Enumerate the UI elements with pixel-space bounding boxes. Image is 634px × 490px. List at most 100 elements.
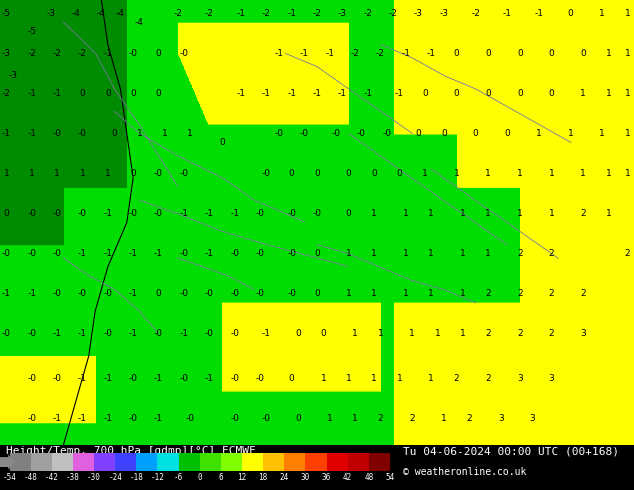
Text: -0: -0 [53, 129, 61, 138]
FancyArrow shape [0, 454, 15, 470]
Text: 1: 1 [624, 49, 631, 58]
Text: -1: -1 [53, 89, 61, 98]
Text: -1: -1 [300, 49, 309, 58]
Text: 1: 1 [396, 374, 403, 383]
Text: 6: 6 [219, 473, 223, 482]
Text: -0: -0 [287, 289, 296, 298]
Text: 2: 2 [378, 414, 383, 423]
Text: 1: 1 [187, 129, 193, 138]
Text: 3: 3 [548, 374, 555, 383]
Text: -0: -0 [103, 329, 112, 338]
Text: 1: 1 [460, 249, 466, 258]
Text: 0: 0 [415, 129, 422, 138]
Text: -1: -1 [103, 414, 112, 423]
Text: -48: -48 [23, 473, 37, 482]
Text: -1: -1 [78, 414, 87, 423]
Text: -4: -4 [135, 18, 144, 27]
Text: -1: -1 [103, 49, 112, 58]
Text: 1: 1 [624, 169, 631, 178]
Text: -0: -0 [53, 249, 61, 258]
Text: -0: -0 [357, 129, 366, 138]
Text: 1: 1 [403, 249, 409, 258]
Text: 1: 1 [346, 289, 352, 298]
Text: -1: -1 [427, 49, 436, 58]
Text: 2: 2 [581, 289, 586, 298]
Text: 1: 1 [517, 169, 523, 178]
Text: -1: -1 [103, 209, 112, 218]
Text: -3: -3 [439, 9, 448, 18]
Text: 1: 1 [548, 169, 555, 178]
Text: 1: 1 [422, 169, 428, 178]
Text: 1: 1 [580, 169, 586, 178]
Text: -3: -3 [46, 9, 55, 18]
Text: 1: 1 [460, 209, 466, 218]
Text: 2: 2 [625, 249, 630, 258]
Text: -1: -1 [205, 249, 214, 258]
Text: -5: -5 [27, 26, 36, 36]
Text: 3: 3 [498, 414, 504, 423]
Text: 0: 0 [314, 169, 320, 178]
Text: -0: -0 [382, 129, 391, 138]
Text: -6: -6 [174, 473, 183, 482]
Text: 1: 1 [434, 329, 441, 338]
Text: 2: 2 [486, 329, 491, 338]
Text: 2: 2 [517, 249, 522, 258]
Text: -0: -0 [129, 414, 138, 423]
Text: 2: 2 [549, 249, 554, 258]
Text: -1: -1 [230, 209, 239, 218]
Text: -0: -0 [186, 414, 195, 423]
Text: 0: 0 [548, 49, 555, 58]
Text: 0: 0 [517, 49, 523, 58]
Text: 1: 1 [536, 129, 542, 138]
Text: -5: -5 [2, 9, 11, 18]
Text: -0: -0 [179, 289, 188, 298]
Text: -1: -1 [236, 89, 245, 98]
Text: -1: -1 [236, 9, 245, 18]
Text: 1: 1 [79, 169, 86, 178]
Text: 3: 3 [580, 329, 586, 338]
Text: -0: -0 [2, 249, 11, 258]
Text: 0: 0 [320, 329, 327, 338]
Text: 54: 54 [385, 473, 394, 482]
Text: 1: 1 [624, 89, 631, 98]
Text: 0: 0 [288, 169, 295, 178]
Text: -1: -1 [262, 329, 271, 338]
Text: -1: -1 [534, 9, 543, 18]
Text: 0: 0 [371, 169, 377, 178]
Text: 0: 0 [441, 129, 447, 138]
Text: 0: 0 [580, 49, 586, 58]
Text: 0: 0 [3, 209, 10, 218]
Text: -3: -3 [2, 49, 11, 58]
Text: -1: -1 [262, 89, 271, 98]
Text: -0: -0 [78, 289, 87, 298]
Text: -0: -0 [332, 129, 340, 138]
Text: -54: -54 [3, 473, 16, 482]
Text: 1: 1 [605, 209, 612, 218]
Bar [136, 453, 157, 471]
Text: 1: 1 [105, 169, 111, 178]
Text: 1: 1 [352, 414, 358, 423]
Text: -0: -0 [53, 209, 61, 218]
Text: -12: -12 [150, 473, 164, 482]
Text: -0: -0 [27, 329, 36, 338]
Text: -0: -0 [205, 289, 214, 298]
Text: -1: -1 [338, 89, 347, 98]
Text: 1: 1 [605, 89, 612, 98]
Bar [221, 453, 242, 471]
Text: -4: -4 [72, 9, 81, 18]
Text: 2: 2 [517, 289, 522, 298]
Text: -2: -2 [78, 49, 87, 58]
Text: 36: 36 [322, 473, 331, 482]
Text: -0: -0 [179, 249, 188, 258]
Text: -0: -0 [129, 374, 138, 383]
Text: -0: -0 [179, 169, 188, 178]
Text: 3: 3 [517, 374, 523, 383]
Text: 1: 1 [320, 374, 327, 383]
Text: 1: 1 [624, 129, 631, 138]
Text: -2: -2 [205, 9, 214, 18]
Text: 1: 1 [605, 49, 612, 58]
Text: -2: -2 [376, 49, 385, 58]
Text: -2: -2 [363, 9, 372, 18]
Text: -1: -1 [53, 329, 61, 338]
Text: 1: 1 [428, 289, 434, 298]
